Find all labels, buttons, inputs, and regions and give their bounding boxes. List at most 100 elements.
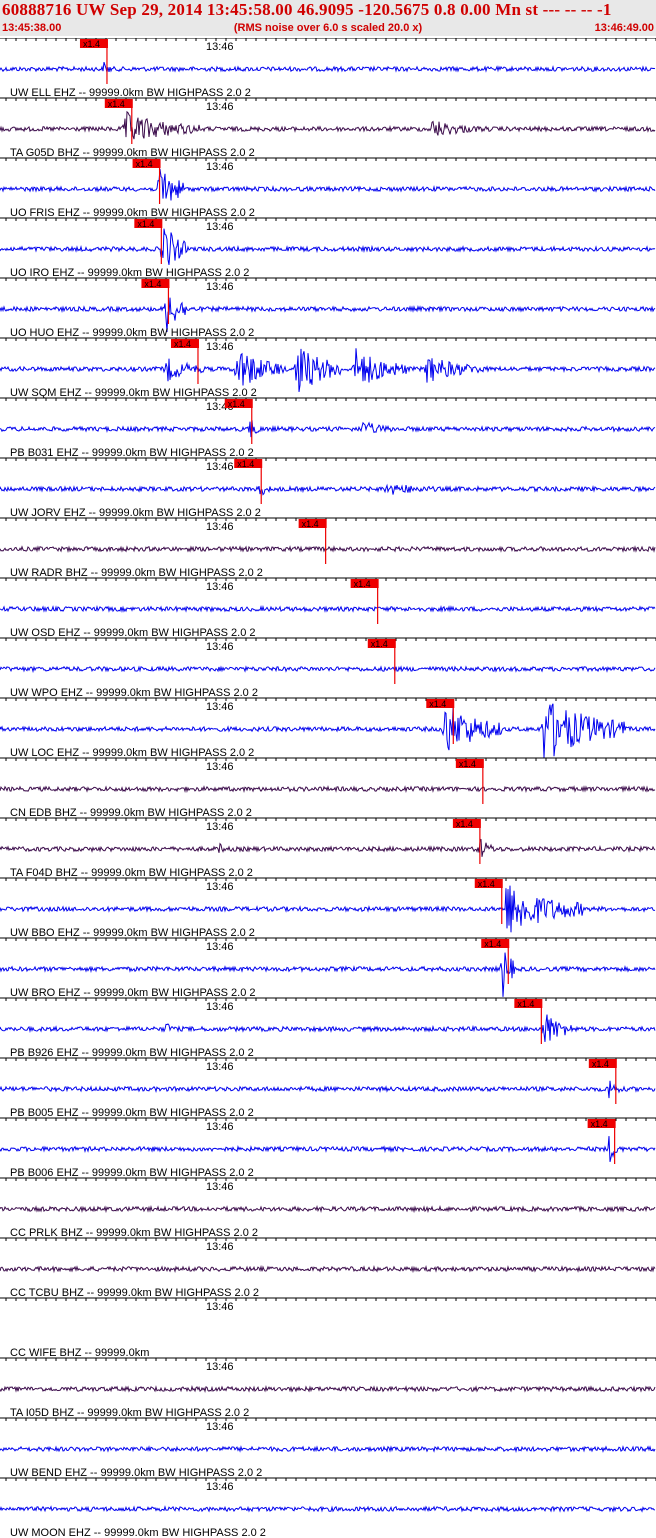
time-tick-label: 13:46 (206, 701, 234, 713)
station-label: TA G05D BHZ -- 99999.0km BW HIGHPASS 2.0… (10, 147, 255, 159)
pick-marker-label: x1.4 (302, 519, 319, 529)
waveform-line (0, 885, 656, 933)
station-label: PB B926 EHZ -- 99999.0km BW HIGHPASS 2.0… (10, 1047, 254, 1059)
waveform-line (0, 1384, 656, 1394)
waveform-line (0, 110, 656, 140)
pick-marker-box (350, 579, 379, 588)
time-ticks (5, 38, 656, 41)
trace-panel: 13:46 x1.4 PB B926 EHZ -- 99999.0km BW HIG… (0, 997, 656, 1059)
trace-panel: 13:46 x1.4 UW BRO EHZ -- 99999.0km BW HIGH… (0, 937, 656, 999)
pick-marker-box (474, 879, 503, 888)
time-ticks (5, 1178, 656, 1181)
pick-marker-label: x1.4 (429, 699, 446, 709)
station-label: UW SQM EHZ -- 99999.0km BW HIGHPASS 2.0 … (10, 387, 257, 399)
time-tick-label: 13:46 (206, 281, 234, 293)
waveform-line (0, 228, 656, 265)
start-time-label: 13:45:38.00 (2, 22, 62, 34)
station-label: TA F04D BHZ -- 99999.0km BW HIGHPASS 2.0… (10, 867, 253, 879)
station-label: PB B031 EHZ -- 99999.0km BW HIGHPASS 2.0… (10, 447, 254, 459)
time-ticks (5, 1118, 656, 1121)
pick-marker-box (170, 339, 199, 348)
time-tick-label: 13:46 (206, 941, 234, 953)
pick-marker-box (514, 999, 543, 1008)
station-label: UW RADR BHZ -- 99999.0km BW HIGHPASS 2.0… (10, 567, 263, 579)
pick-marker-box (588, 1059, 617, 1068)
time-ticks (5, 98, 656, 101)
time-ticks (5, 1358, 656, 1361)
time-tick-label: 13:46 (206, 1481, 234, 1493)
trace-panel: 13:46 x1.4 TA F04D BHZ -- 99999.0km BW HIG… (0, 817, 656, 879)
station-label: UO IRO EHZ -- 99999.0km BW HIGHPASS 2.0 … (10, 267, 249, 279)
time-ticks (5, 758, 656, 761)
pick-marker-box (134, 219, 163, 228)
pick-marker-label: x1.4 (108, 99, 125, 109)
pick-marker-label: x1.4 (459, 759, 476, 769)
pick-marker-label: x1.4 (517, 999, 534, 1009)
rms-noise-subtitle: (RMS noise over 6.0 s scaled 20.0 x) (233, 22, 423, 34)
time-ticks (5, 878, 656, 881)
waveform-line (0, 1505, 656, 1513)
pick-marker-box (481, 939, 510, 948)
trace-panel: 13:46 x1.4 UW RADR BHZ -- 99999.0km BW HIG… (0, 517, 656, 579)
station-label: CC TCBU BHZ -- 99999.0km BW HIGHPASS 2.0… (10, 1287, 259, 1299)
station-label: UW ELL EHZ -- 99999.0km BW HIGHPASS 2.0 … (10, 87, 251, 99)
station-label: UW BBO EHZ -- 99999.0km BW HIGHPASS 2.0 … (10, 927, 255, 939)
time-tick-label: 13:46 (206, 881, 234, 893)
pick-marker-label: x1.4 (478, 879, 495, 889)
plot-header: 60888716 UW Sep 29, 2014 13:45:58.00 46.… (0, 0, 656, 36)
waveform-line (0, 1014, 656, 1042)
station-label: UW MOON EHZ -- 99999.0km BW HIGHPASS 2.0… (10, 1527, 266, 1538)
pick-marker-label: x1.4 (237, 459, 254, 469)
time-tick-label: 13:46 (206, 1241, 234, 1253)
time-tick-label: 13:46 (206, 761, 234, 773)
time-tick-label: 13:46 (206, 1361, 234, 1373)
time-tick-label: 13:46 (206, 161, 234, 173)
time-ticks (5, 1058, 656, 1061)
station-label: UW JORV EHZ -- 99999.0km BW HIGHPASS 2.0… (10, 507, 261, 519)
pick-marker-box (224, 399, 253, 408)
waveform-line (0, 545, 656, 554)
waveform-line (0, 703, 656, 758)
waveform-line (0, 168, 656, 201)
trace-panel: 13:46 x1.4 UW SQM EHZ -- 99999.0km BW HIGH… (0, 337, 656, 399)
pick-marker-label: x1.4 (456, 819, 473, 829)
event-title: 60888716 UW Sep 29, 2014 13:45:58.00 46.… (2, 0, 612, 19)
trace-panel: 13:46 x1.4 UW WPO EHZ -- 99999.0km BW HIGH… (0, 637, 656, 699)
time-ticks (5, 818, 656, 821)
waveform-line (0, 1445, 656, 1453)
time-tick-label: 13:46 (206, 461, 234, 473)
waveform-line (0, 1205, 656, 1214)
trace-panel: 13:46 CC PRLK BHZ -- 99999.0km BW HIGHPAS… (0, 1177, 656, 1239)
time-tick-label: 13:46 (206, 221, 234, 233)
waveform-line (0, 297, 656, 333)
pick-marker-label: x1.4 (144, 279, 161, 289)
pick-marker-label: x1.4 (174, 339, 191, 349)
pick-marker-box (587, 1119, 616, 1128)
pick-marker-box (452, 819, 481, 828)
waveform-line (0, 61, 656, 73)
station-label: UW BRO EHZ -- 99999.0km BW HIGHPASS 2.0 … (10, 987, 256, 999)
trace-panel: 13:46 CC TCBU BHZ -- 99999.0km BW HIGHPAS… (0, 1237, 656, 1299)
trace-panel: 13:46 x1.4 TA G05D BHZ -- 99999.0km BW HIG… (0, 97, 656, 159)
time-tick-label: 13:46 (206, 41, 234, 53)
waveform-line (0, 665, 656, 674)
time-tick-label: 13:46 (206, 1301, 234, 1313)
pick-marker-box (132, 159, 161, 168)
time-tick-label: 13:46 (206, 641, 234, 653)
trace-panel: 13:46 CC WIFE BHZ -- 99999.0km (0, 1297, 656, 1359)
waveform-line (0, 952, 656, 997)
trace-panel: 13:46 x1.4 UW LOC EHZ -- 99999.0km BW HIGH… (0, 697, 656, 759)
pick-marker-label: x1.4 (228, 399, 245, 409)
trace-panel: 13:46 x1.4 PB B005 EHZ -- 99999.0km BW HIG… (0, 1057, 656, 1119)
pick-marker-label: x1.4 (591, 1119, 608, 1129)
time-ticks (5, 638, 656, 641)
time-ticks (5, 518, 656, 521)
trace-panel: 13:46 x1.4 UW OSD EHZ -- 99999.0km BW HIGH… (0, 577, 656, 639)
station-label: CN EDB BHZ -- 99999.0km BW HIGHPASS 2.0 … (10, 807, 252, 819)
waveform-line (0, 838, 656, 857)
pick-marker-box (298, 519, 327, 528)
time-ticks (5, 338, 656, 341)
pick-marker-label: x1.4 (137, 219, 154, 229)
